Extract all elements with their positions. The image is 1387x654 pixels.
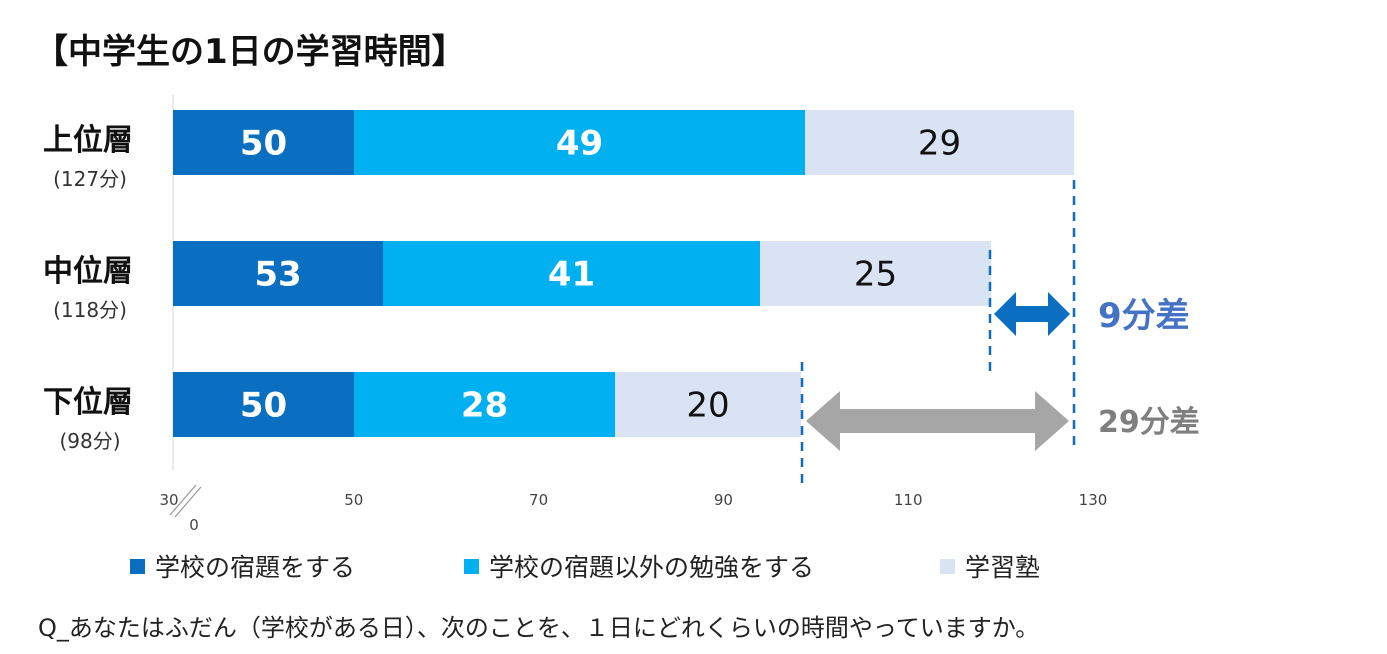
legend-item-other-study: 学校の宿題以外の勉強をする	[464, 548, 814, 584]
legend-swatch-other-study	[464, 558, 479, 574]
data-label-0-2: 29	[918, 124, 961, 164]
x-tick-label-1: 50	[344, 491, 363, 509]
diff-label-29: 29分差	[1098, 405, 1200, 440]
category-sub-2: (98分)	[59, 429, 120, 453]
diff-label-9: 9分差	[1098, 296, 1190, 336]
x-tick-label-5: 130	[1079, 491, 1108, 509]
legend-label-cram-school: 学習塾	[965, 553, 1041, 582]
data-label-2-0: 50	[240, 386, 287, 426]
diff-arrow-9	[994, 292, 1070, 336]
category-label-2: 下位層	[43, 385, 133, 420]
data-label-0-0: 50	[240, 124, 287, 164]
survey-question: Q_あなたはふだん（学校がある日）、次のことを、１日にどれくらいの時間やっていま…	[38, 614, 1040, 642]
bar-segment-0-1	[354, 110, 805, 175]
legend-item-homework: 学校の宿題をする	[130, 548, 355, 584]
legend-label-homework: 学校の宿題をする	[155, 553, 356, 582]
chart-title: 【中学生の1日の学習時間】	[34, 32, 466, 72]
diff-arrow-29	[806, 391, 1069, 451]
bar-segment-2-0	[173, 372, 354, 437]
bar-segment-1-2	[760, 241, 991, 306]
category-label-0: 上位層	[43, 123, 133, 158]
bar-segment-1-1	[383, 241, 760, 306]
category-sub-0: (127分)	[53, 167, 127, 191]
category-label-1: 中位層	[43, 254, 133, 289]
x-tick-label-4: 110	[894, 491, 923, 509]
data-label-2-1: 28	[461, 386, 508, 426]
category-sub-1: (118分)	[53, 298, 127, 322]
bar-segment-2-1	[354, 372, 615, 437]
data-label-1-1: 41	[548, 255, 595, 295]
legend-swatch-cram-school	[940, 558, 955, 574]
axis-break-label: 0	[189, 516, 199, 534]
data-label-1-0: 53	[254, 255, 301, 295]
bar-segment-0-2	[805, 110, 1074, 175]
data-label-2-2: 20	[686, 386, 729, 426]
axis-break-mark-1	[169, 484, 197, 516]
bar-segment-0-0	[173, 110, 354, 175]
legend-label-other-study: 学校の宿題以外の勉強をする	[489, 553, 815, 582]
data-label-1-2: 25	[854, 255, 897, 295]
x-tick-label-3: 90	[714, 491, 733, 509]
x-tick-label-0: 30	[159, 491, 178, 509]
data-label-0-1: 49	[556, 124, 603, 164]
bar-segment-1-0	[173, 241, 383, 306]
axis-break-mark-2	[174, 486, 202, 518]
legend-swatch-homework	[130, 558, 145, 574]
legend-item-cram-school: 学習塾	[940, 548, 1040, 584]
x-tick-label-2: 70	[529, 491, 548, 509]
bar-segment-2-2	[615, 372, 801, 437]
